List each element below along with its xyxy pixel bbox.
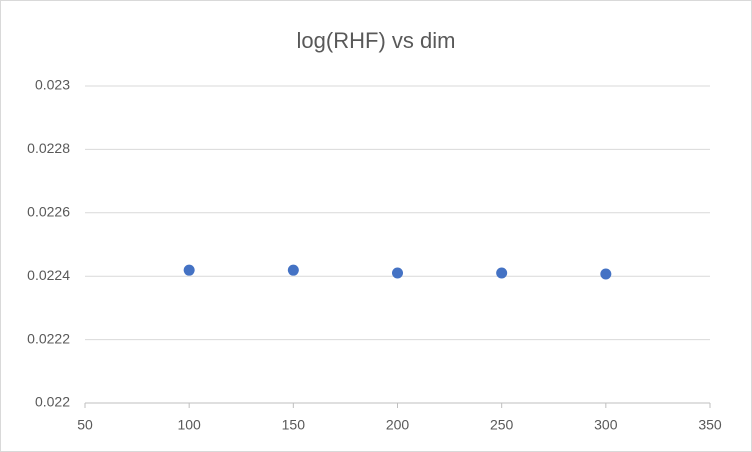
x-tick-label: 200 <box>386 417 410 433</box>
x-tick-label: 100 <box>177 417 201 433</box>
x-tick-label: 50 <box>77 417 93 433</box>
y-tick-label: 0.023 <box>35 77 70 93</box>
point <box>496 267 508 279</box>
y-tick-label: 0.0222 <box>27 330 70 346</box>
y-tick-label: 0.0226 <box>27 204 70 220</box>
x-tick-label: 300 <box>594 417 618 433</box>
point <box>600 268 612 280</box>
point <box>183 264 195 276</box>
chart-title: log(RHF) vs dim <box>297 28 456 53</box>
point <box>287 264 299 276</box>
x-tick-label: 250 <box>490 417 514 433</box>
point <box>392 267 403 279</box>
y-tick-label: 0.0228 <box>27 140 70 156</box>
y-tick-label: 0.0224 <box>27 267 70 283</box>
y-tick-label: 0.022 <box>35 394 70 410</box>
x-tick-label: 350 <box>698 417 722 433</box>
x-tick-label: 150 <box>282 417 306 433</box>
